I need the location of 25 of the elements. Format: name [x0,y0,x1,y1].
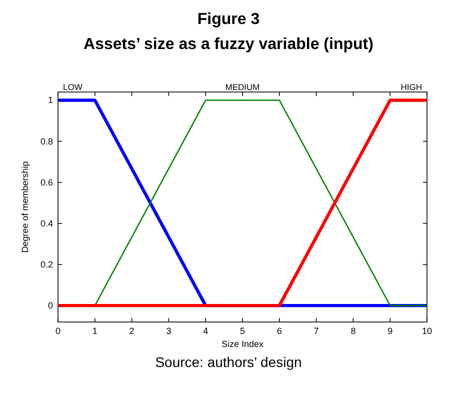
y-tick-label: 0.8 [40,136,53,146]
series-label: LOW [63,82,82,92]
x-tick-label: 8 [350,326,356,336]
y-tick-label: 1 [48,95,53,106]
x-tick-label: 6 [276,326,282,336]
y-axis-title: Degree of membership [20,161,30,253]
source-note: Source: authors’ design [155,354,302,370]
series-label: HIGH [400,82,422,92]
x-tick-label: 2 [129,326,134,336]
x-tick-label: 10 [422,326,432,336]
y-tick-label: 0.2 [40,260,53,270]
x-tick-label: 9 [388,326,393,336]
x-tick-label: 7 [314,326,319,336]
x-tick-label: 0 [55,326,61,336]
x-axis-title: Size Index [221,339,264,349]
x-tick-label: 5 [240,326,246,336]
chart-title: Figure 3 [197,11,260,28]
y-tick-label: 0 [48,300,53,311]
y-tick-label: 0.6 [40,177,53,188]
x-tick-label: 1 [92,326,98,336]
x-tick-label: 3 [166,326,172,336]
series-label: MEDIUM [225,82,260,92]
y-tick-label: 0.4 [40,218,53,228]
x-tick-label: 4 [203,326,208,336]
chart-subtitle: Assets’ size as a fuzzy variable (input) [84,36,374,53]
